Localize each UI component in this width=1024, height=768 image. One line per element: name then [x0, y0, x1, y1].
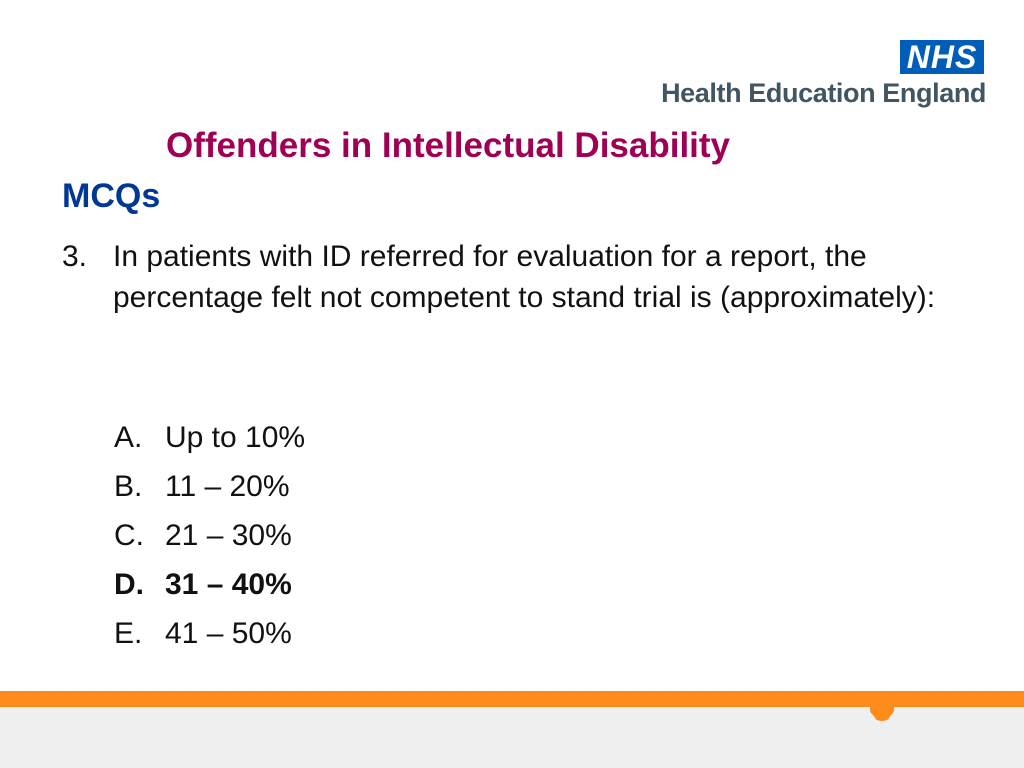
nhs-hee-logo: NHS Health Education England — [634, 38, 986, 112]
footer-orange-band — [0, 691, 1024, 707]
option-letter: C. — [114, 519, 144, 552]
option-letter: A. — [114, 421, 143, 454]
option-text: 41 – 50% — [165, 617, 292, 650]
footer-grey-left — [0, 707, 878, 768]
option-letter: E. — [114, 617, 143, 650]
footer-grey-right — [886, 707, 1024, 768]
question-number: 3. — [62, 240, 88, 273]
option-letter: B. — [114, 470, 143, 503]
option-text: 31 – 40% — [165, 568, 292, 601]
option-letter: D. — [114, 568, 144, 601]
slide-subtitle: MCQs — [62, 177, 161, 215]
nhs-logo-mark: NHS — [900, 40, 984, 74]
option-text: 11 – 20% — [165, 470, 290, 503]
question-text: In patients with ID referred for evaluat… — [113, 240, 936, 314]
option-text: Up to 10% — [165, 421, 306, 454]
organisation-name: Health Education England — [661, 78, 986, 108]
slide-title: Offenders in Intellectual Disability — [166, 126, 731, 165]
option-text: 21 – 30% — [165, 519, 292, 552]
